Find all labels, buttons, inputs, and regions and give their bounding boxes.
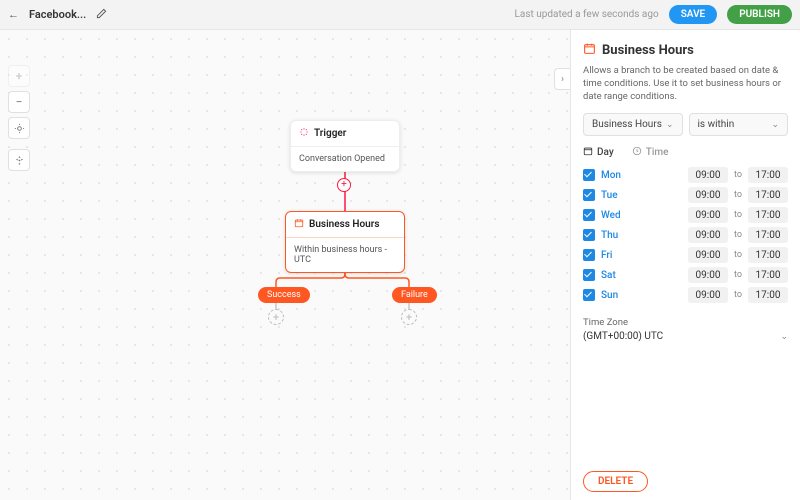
day-checkbox[interactable] (583, 269, 595, 281)
from-time-input[interactable]: 09:00 (688, 207, 728, 223)
to-time-input[interactable]: 17:00 (748, 227, 788, 243)
to-label: to (734, 210, 742, 220)
condition-type-select[interactable]: Business Hours ⌄ (583, 113, 683, 136)
zoom-in-button[interactable]: + (8, 65, 30, 87)
drop-target-failure-icon[interactable]: + (401, 309, 417, 325)
to-label: to (734, 270, 742, 280)
day-checkbox[interactable] (583, 169, 595, 181)
edit-icon[interactable] (96, 8, 107, 22)
day-row: Thu 09:00 to 17:00 (583, 227, 788, 243)
day-row: Tue 09:00 to 17:00 (583, 187, 788, 203)
to-time-input[interactable]: 17:00 (748, 287, 788, 303)
day-name: Sun (601, 290, 627, 301)
tab-day-label: Day (597, 147, 614, 158)
panel-description: Allows a branch to be created based on d… (583, 65, 788, 103)
to-time-input[interactable]: 17:00 (748, 187, 788, 203)
drop-target-success-icon[interactable]: + (268, 309, 284, 325)
calendar-icon (583, 42, 596, 59)
day-name: Fri (601, 250, 627, 261)
day-name: Mon (601, 170, 627, 181)
publish-button[interactable]: PUBLISH (727, 5, 792, 24)
day-name: Thu (601, 230, 627, 241)
calendar-small-icon (583, 146, 593, 159)
collapse-panel-button[interactable]: › (554, 68, 570, 90)
from-time-input[interactable]: 09:00 (688, 247, 728, 263)
tab-day[interactable]: Day (583, 146, 614, 159)
day-row: Sun 09:00 to 17:00 (583, 287, 788, 303)
day-checkbox[interactable] (583, 289, 595, 301)
to-label: to (734, 250, 742, 260)
trigger-title: Trigger (314, 128, 346, 139)
pan-button[interactable] (8, 149, 30, 171)
zoom-out-button[interactable]: − (8, 91, 30, 113)
chevron-down-icon: ⌄ (780, 332, 788, 342)
panel-title: Business Hours (583, 42, 788, 59)
to-label: to (734, 170, 742, 180)
workflow-title: Facebook... (29, 8, 86, 21)
day-row: Mon 09:00 to 17:00 (583, 167, 788, 183)
from-time-input[interactable]: 09:00 (688, 187, 728, 203)
condition-type-value: Business Hours (592, 119, 662, 130)
day-name: Wed (601, 210, 627, 221)
to-time-input[interactable]: 17:00 (748, 207, 788, 223)
day-name: Sat (601, 270, 627, 281)
chevron-down-icon: ⌄ (771, 120, 779, 130)
to-label: to (734, 230, 742, 240)
back-icon[interactable]: ← (8, 8, 19, 21)
to-label: to (734, 290, 742, 300)
day-row: Sat 09:00 to 17:00 (583, 267, 788, 283)
topbar: ← Facebook... Last updated a few seconds… (0, 0, 800, 30)
business-node-title: Business Hours (309, 219, 379, 230)
day-row: Wed 09:00 to 17:00 (583, 207, 788, 223)
timezone-select[interactable]: (GMT+00:00) UTC ⌄ (583, 331, 788, 342)
success-branch-pill[interactable]: Success (258, 287, 310, 303)
canvas[interactable]: + − Trigger Conversation Opened (0, 30, 570, 500)
clock-icon (632, 146, 642, 159)
day-name: Tue (601, 190, 627, 201)
trigger-node[interactable]: Trigger Conversation Opened (290, 120, 400, 172)
delete-button[interactable]: DELETE (583, 471, 648, 492)
from-time-input[interactable]: 09:00 (688, 227, 728, 243)
tab-time-label: Time (646, 147, 669, 158)
failure-branch-pill[interactable]: Failure (392, 287, 437, 303)
side-panel: Business Hours Allows a branch to be cre… (570, 30, 800, 500)
business-node-body: Within business hours - UTC (286, 238, 404, 272)
trigger-icon (299, 127, 309, 140)
calendar-icon (294, 218, 304, 231)
to-time-input[interactable]: 17:00 (748, 247, 788, 263)
timezone-value: (GMT+00:00) UTC (583, 331, 663, 342)
fit-button[interactable] (8, 117, 30, 139)
from-time-input[interactable]: 09:00 (688, 167, 728, 183)
to-label: to (734, 190, 742, 200)
canvas-toolbar: + − (8, 65, 30, 171)
to-time-input[interactable]: 17:00 (748, 167, 788, 183)
day-checkbox[interactable] (583, 229, 595, 241)
timezone-label: Time Zone (583, 317, 788, 328)
day-checkbox[interactable] (583, 249, 595, 261)
panel-title-text: Business Hours (602, 43, 694, 58)
condition-operator-select[interactable]: is within ⌄ (689, 113, 789, 136)
last-updated-text: Last updated a few seconds ago (515, 9, 659, 20)
day-checkbox[interactable] (583, 189, 595, 201)
condition-operator-value: is within (698, 119, 735, 130)
save-button[interactable]: SAVE (669, 5, 718, 24)
trigger-body: Conversation Opened (291, 147, 399, 171)
to-time-input[interactable]: 17:00 (748, 267, 788, 283)
tab-time[interactable]: Time (632, 146, 669, 159)
day-row: Fri 09:00 to 17:00 (583, 247, 788, 263)
from-time-input[interactable]: 09:00 (688, 267, 728, 283)
chevron-down-icon: ⌄ (666, 120, 674, 130)
business-hours-node[interactable]: Business Hours Within business hours - U… (285, 211, 405, 273)
from-time-input[interactable]: 09:00 (688, 287, 728, 303)
add-step-icon[interactable]: + (337, 178, 351, 192)
day-checkbox[interactable] (583, 209, 595, 221)
